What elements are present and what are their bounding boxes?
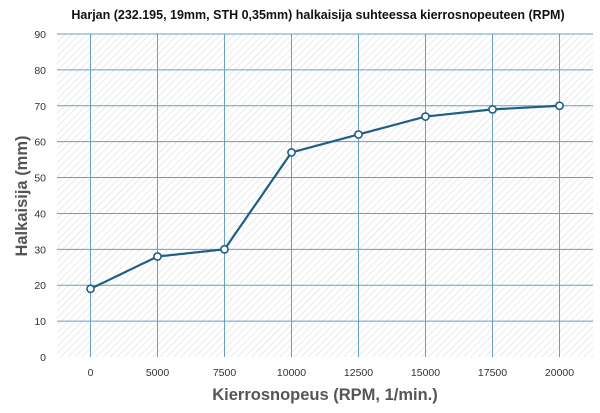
y-axis-label: Halkaisija (mm)	[13, 135, 31, 256]
x-tick-label: 7500	[213, 367, 237, 379]
x-tick-label: 10000	[277, 367, 306, 379]
y-tick-labels: 0 10 20 30 40 50 60 70 80 90	[34, 29, 46, 364]
x-tick-labels: 0 5000 7500 10000 12500 15000 17500 20000	[88, 367, 575, 379]
x-gridlines	[90, 34, 560, 357]
x-tick-label: 17500	[478, 367, 507, 379]
y-gridlines	[57, 33, 593, 322]
x-tick-label: 0	[88, 367, 94, 379]
y-tick-label: 90	[34, 29, 46, 41]
y-tick-label: 0	[40, 352, 46, 364]
data-points	[86, 101, 564, 294]
y-tick-label: 60	[34, 137, 46, 149]
y-tick-label: 40	[34, 208, 46, 220]
y-tick-label: 10	[34, 316, 46, 328]
data-point	[287, 148, 296, 157]
data-point	[153, 252, 162, 261]
data-point	[421, 112, 430, 121]
series-line	[90, 104, 560, 290]
x-tick-label: 12500	[344, 367, 373, 379]
y-tick-label: 70	[34, 101, 46, 113]
data-point	[354, 130, 363, 139]
plot-area	[57, 34, 593, 357]
data-point	[488, 104, 497, 114]
y-tick-label: 30	[34, 244, 46, 256]
x-tick-label: 20000	[545, 367, 574, 379]
x-tick-label: 15000	[411, 367, 440, 379]
y-tick-label: 80	[34, 65, 46, 77]
data-point	[555, 101, 564, 111]
chart-title: Harjan (232.195, 19mm, STH 0,35mm) halka…	[71, 8, 564, 22]
data-point	[220, 244, 229, 254]
y-tick-label: 20	[34, 280, 46, 292]
y-tick-label: 50	[34, 173, 46, 185]
data-point	[86, 284, 95, 294]
x-axis-label: Kierrosnopeus (RPM, 1/min.)	[212, 386, 438, 404]
x-tick-label: 5000	[146, 367, 170, 379]
